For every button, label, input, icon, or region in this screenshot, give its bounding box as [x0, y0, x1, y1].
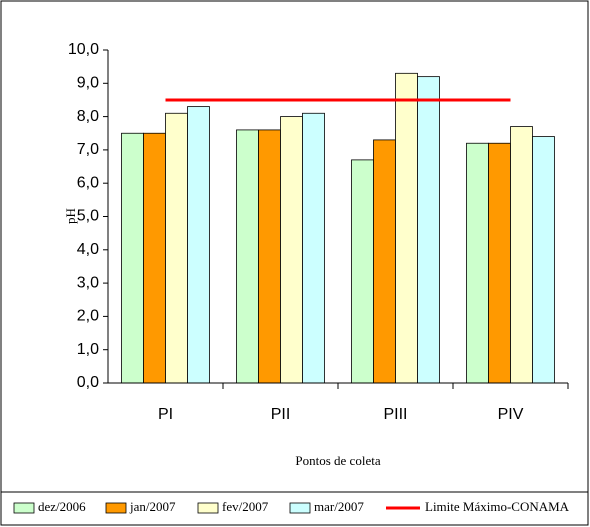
- bar: [187, 106, 210, 384]
- x-tick-label: PIII: [383, 406, 407, 423]
- bar: [488, 142, 511, 384]
- y-tick-label: 4,0: [77, 241, 99, 258]
- x-tick-label: PII: [271, 406, 291, 423]
- x-axis-title: Pontos de coleta: [295, 453, 380, 468]
- bar: [165, 112, 188, 384]
- bar: [395, 72, 418, 384]
- y-tick-label: 1,0: [77, 341, 99, 358]
- x-tick-label: PIV: [498, 406, 524, 423]
- legend-label: Limite Máximo-CONAMA: [425, 499, 570, 514]
- y-tick-label: 9,0: [77, 75, 99, 92]
- bar: [510, 126, 533, 384]
- bar: [373, 139, 396, 384]
- legend-swatch: [13, 502, 35, 514]
- legend-label: fev/2007: [222, 499, 269, 514]
- y-tick-label: 8,0: [77, 108, 99, 125]
- legend-box: [0, 491, 589, 526]
- x-tick-label: PI: [158, 406, 173, 423]
- bar: [280, 116, 303, 384]
- y-tick-label: 0,0: [77, 374, 99, 391]
- y-tick-label: 7,0: [77, 141, 99, 158]
- y-axis-title: pH: [63, 208, 78, 224]
- bar: [466, 142, 489, 384]
- y-tick-label: 5,0: [77, 208, 99, 225]
- bar: [302, 112, 325, 384]
- y-tick-label: 2,0: [77, 308, 99, 325]
- legend-swatch: [105, 502, 127, 514]
- bar: [258, 129, 281, 384]
- legend-label: mar/2007: [314, 499, 364, 514]
- legend-label: dez/2006: [38, 499, 86, 514]
- bar: [121, 132, 144, 384]
- legend-label: jan/2007: [129, 499, 176, 514]
- legend-swatch: [197, 502, 219, 514]
- bar: [143, 132, 166, 384]
- legend-swatch: [289, 502, 311, 514]
- bar: [351, 159, 374, 384]
- bar: [532, 136, 555, 384]
- y-tick-label: 6,0: [77, 174, 99, 191]
- bar: [236, 129, 259, 384]
- y-tick-label: 10,0: [68, 41, 99, 58]
- bar: [417, 76, 440, 384]
- y-tick-label: 3,0: [77, 274, 99, 291]
